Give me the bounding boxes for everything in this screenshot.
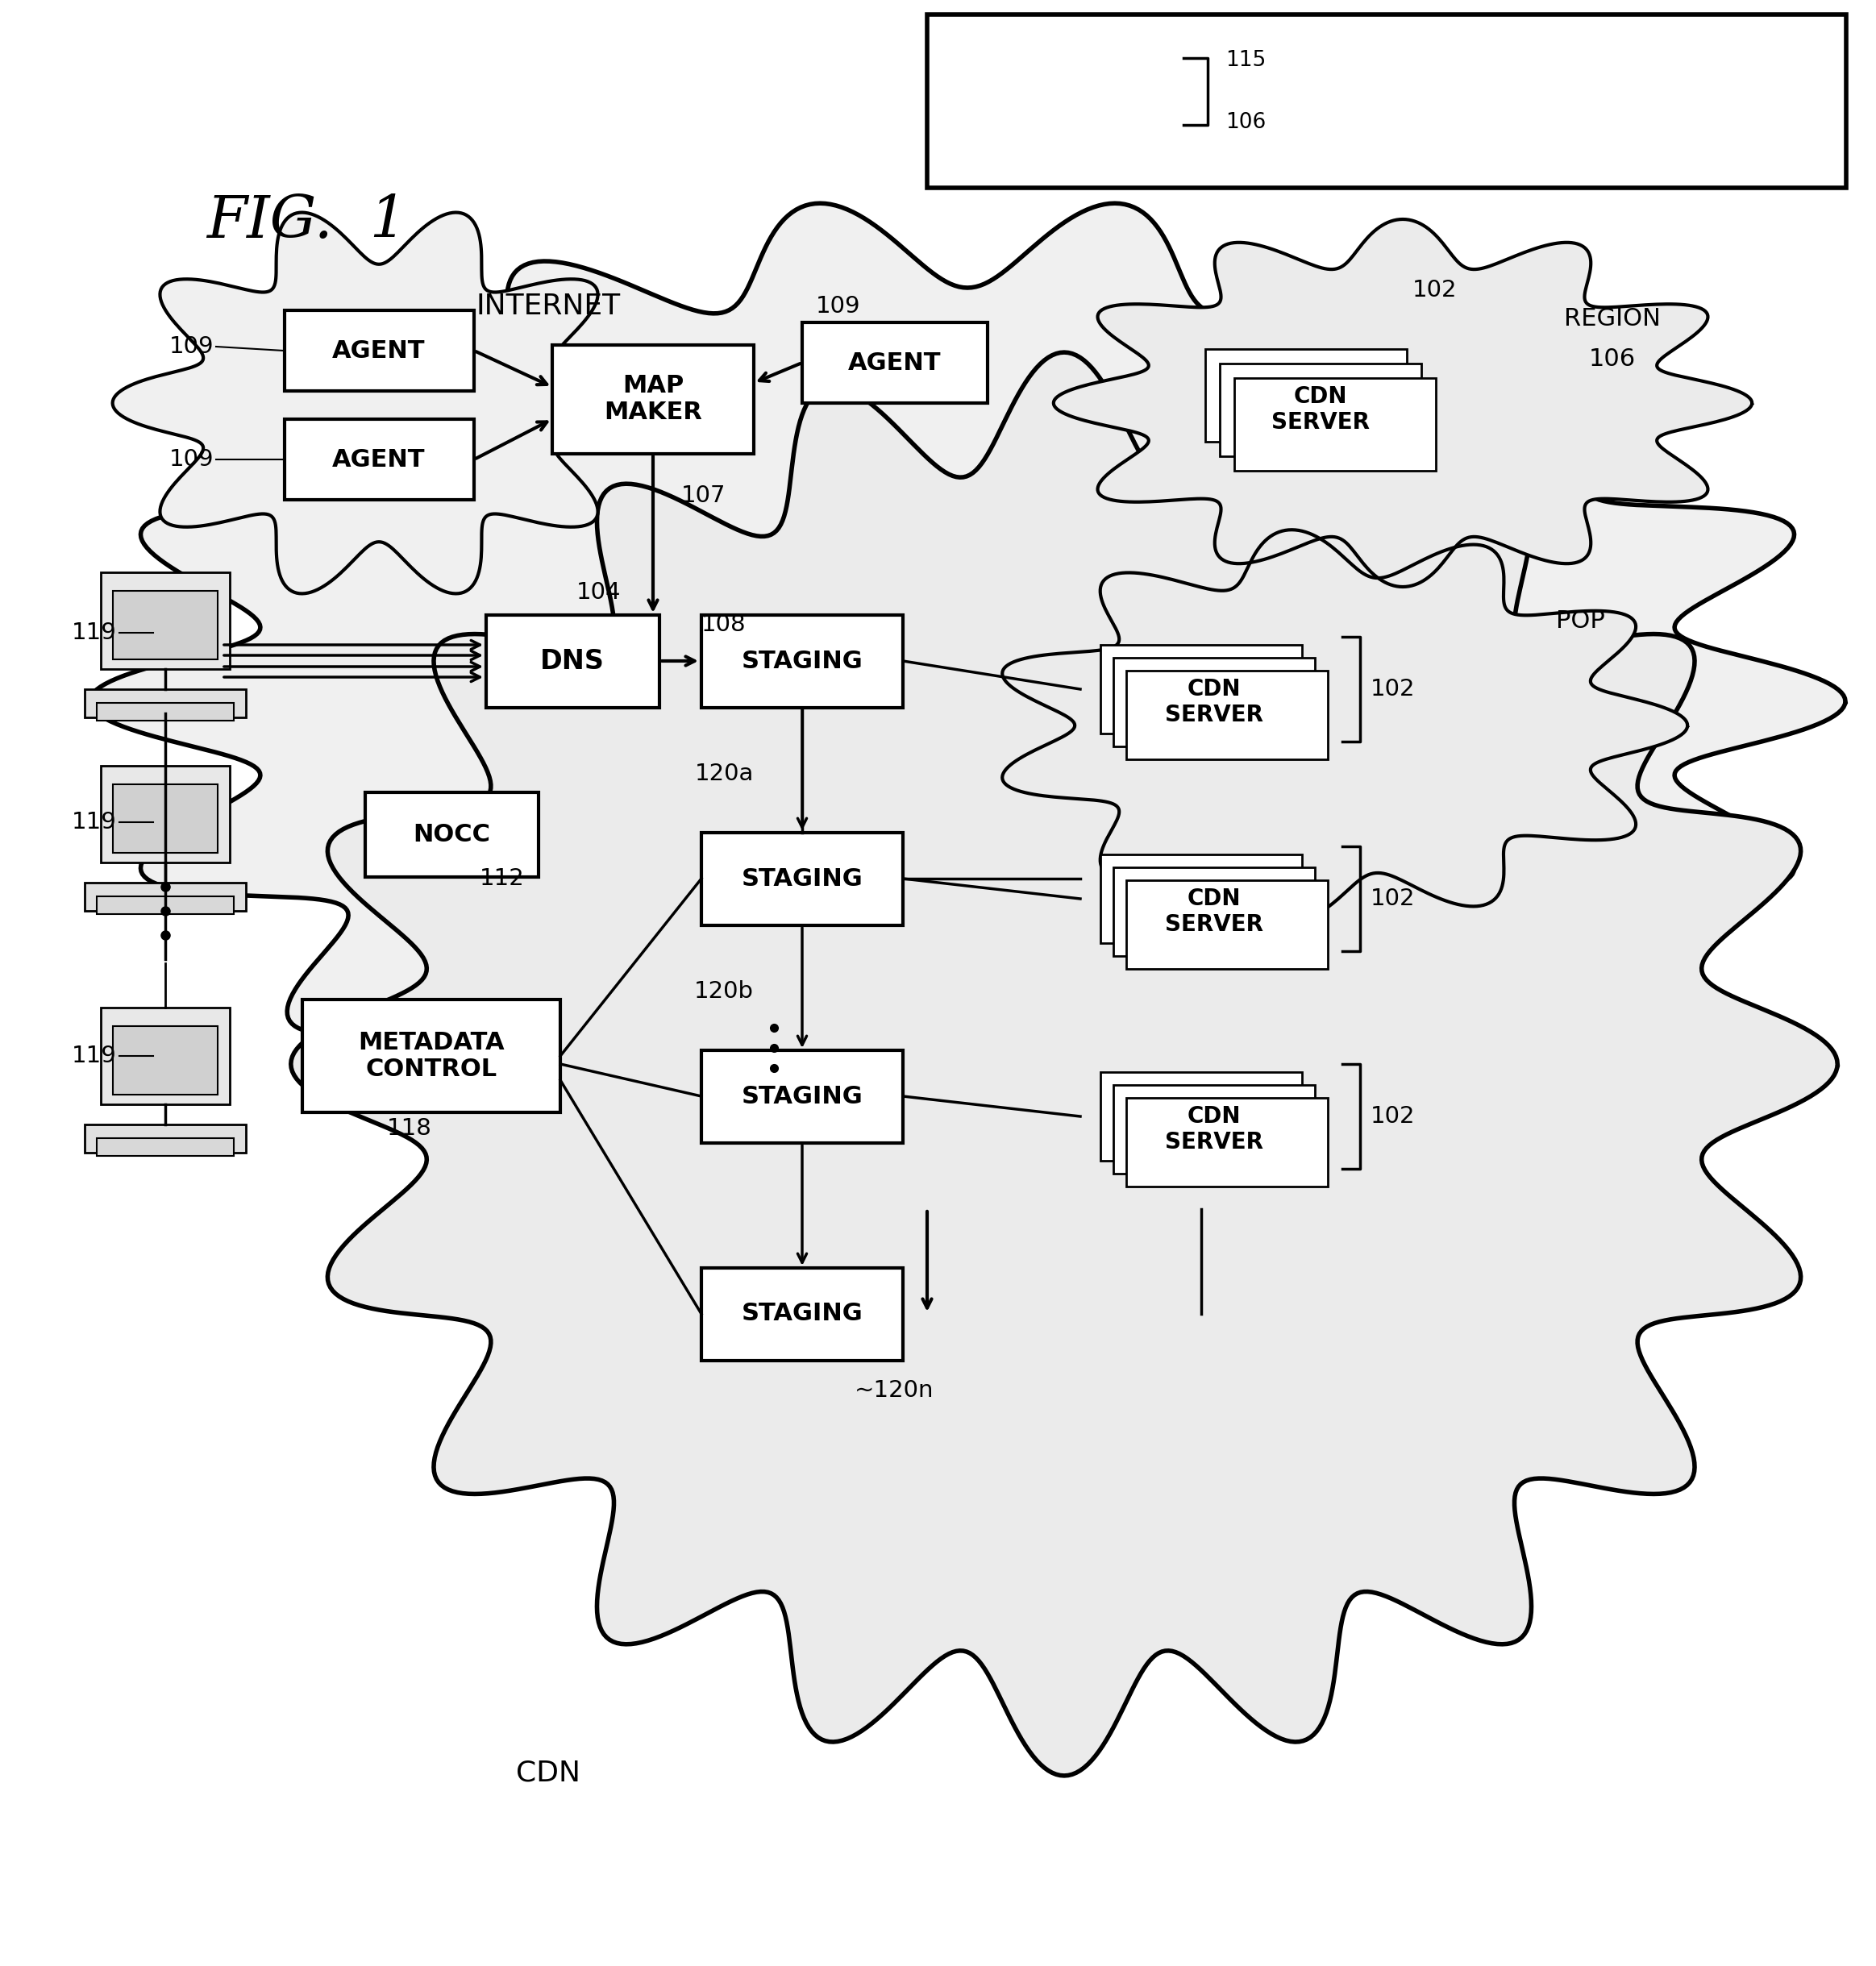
Text: 120a: 120a (694, 763, 754, 784)
Text: 102: 102 (1371, 678, 1415, 700)
Text: FIG.  1: FIG. 1 (206, 193, 407, 250)
Text: CDN: CDN (516, 1760, 580, 1787)
Text: CDN
SERVER: CDN SERVER (1165, 1105, 1263, 1154)
Polygon shape (291, 352, 1837, 1775)
Text: 102: 102 (1371, 887, 1415, 910)
Text: STAGING: STAGING (741, 1085, 863, 1109)
Text: 106: 106 (1225, 112, 1266, 134)
Text: STAGING: STAGING (741, 1301, 863, 1325)
Text: REGION: REGION (1565, 307, 1660, 330)
Text: 108: 108 (702, 613, 747, 635)
Polygon shape (113, 212, 645, 594)
Polygon shape (1054, 220, 1752, 586)
FancyBboxPatch shape (1112, 659, 1315, 747)
Text: DNS: DNS (540, 647, 604, 674)
FancyBboxPatch shape (702, 832, 902, 924)
Text: ORIGIN
SERVER: ORIGIN SERVER (1021, 73, 1109, 114)
Text: ~120n: ~120n (855, 1380, 934, 1402)
FancyBboxPatch shape (1351, 41, 1600, 145)
Text: 109: 109 (816, 295, 861, 318)
Text: AGENT: AGENT (332, 338, 426, 362)
FancyBboxPatch shape (1126, 1097, 1328, 1187)
FancyBboxPatch shape (84, 883, 246, 910)
FancyBboxPatch shape (302, 999, 561, 1113)
Text: AGENT: AGENT (332, 448, 426, 472)
FancyBboxPatch shape (947, 41, 1182, 145)
FancyBboxPatch shape (1101, 645, 1302, 733)
Text: 109: 109 (169, 336, 214, 358)
FancyBboxPatch shape (1112, 867, 1315, 955)
Text: CONTENT
MIGRATION: CONTENT MIGRATION (1411, 73, 1540, 114)
FancyBboxPatch shape (1101, 1071, 1302, 1160)
Text: STAGING: STAGING (741, 649, 863, 672)
Text: INTERNET: INTERNET (477, 293, 621, 320)
Text: AGENT: AGENT (848, 352, 942, 374)
FancyBboxPatch shape (101, 767, 229, 863)
Polygon shape (90, 202, 1846, 1199)
FancyBboxPatch shape (113, 1026, 218, 1095)
FancyBboxPatch shape (84, 690, 246, 718)
FancyBboxPatch shape (1101, 855, 1302, 944)
FancyBboxPatch shape (101, 1009, 229, 1105)
Text: 119: 119 (71, 621, 116, 645)
FancyBboxPatch shape (1126, 670, 1328, 759)
Text: 104: 104 (576, 582, 621, 604)
Text: MAP
MAKER: MAP MAKER (604, 374, 702, 425)
FancyBboxPatch shape (364, 792, 538, 877)
FancyBboxPatch shape (98, 1138, 234, 1156)
FancyBboxPatch shape (927, 14, 1846, 189)
Text: CDN
SERVER: CDN SERVER (1165, 887, 1263, 936)
FancyBboxPatch shape (486, 615, 658, 708)
Text: CDN
SERVER: CDN SERVER (1272, 385, 1369, 434)
FancyBboxPatch shape (98, 896, 234, 914)
Text: METADATA
CONTROL: METADATA CONTROL (358, 1030, 505, 1081)
Text: POP: POP (1555, 609, 1604, 633)
Polygon shape (1002, 529, 1688, 922)
FancyBboxPatch shape (1234, 377, 1435, 470)
FancyBboxPatch shape (552, 344, 754, 454)
Text: 106: 106 (1589, 348, 1636, 370)
FancyBboxPatch shape (702, 615, 902, 708)
FancyBboxPatch shape (1219, 364, 1422, 456)
Text: 119: 119 (71, 1044, 116, 1068)
FancyBboxPatch shape (803, 322, 987, 403)
Text: 120b: 120b (694, 981, 754, 1003)
Text: 109: 109 (169, 448, 214, 470)
FancyBboxPatch shape (702, 1268, 902, 1360)
Text: 119: 119 (71, 810, 116, 834)
FancyBboxPatch shape (98, 704, 234, 722)
FancyBboxPatch shape (113, 590, 218, 659)
Text: STAGING: STAGING (741, 867, 863, 891)
FancyBboxPatch shape (702, 1050, 902, 1142)
Text: 115: 115 (1225, 49, 1266, 71)
Text: 102: 102 (1371, 1105, 1415, 1128)
Text: 102: 102 (1413, 279, 1458, 301)
FancyBboxPatch shape (113, 784, 218, 853)
FancyBboxPatch shape (283, 311, 473, 391)
FancyBboxPatch shape (101, 572, 229, 668)
Text: 112: 112 (480, 867, 525, 891)
FancyBboxPatch shape (1112, 1085, 1315, 1174)
FancyBboxPatch shape (84, 1125, 246, 1152)
FancyBboxPatch shape (1126, 881, 1328, 969)
FancyBboxPatch shape (283, 419, 473, 499)
Text: 107: 107 (681, 484, 726, 507)
Text: NOCC: NOCC (413, 822, 490, 845)
Text: 118: 118 (386, 1117, 431, 1140)
Text: CDN
SERVER: CDN SERVER (1165, 678, 1263, 725)
FancyBboxPatch shape (1204, 348, 1407, 440)
